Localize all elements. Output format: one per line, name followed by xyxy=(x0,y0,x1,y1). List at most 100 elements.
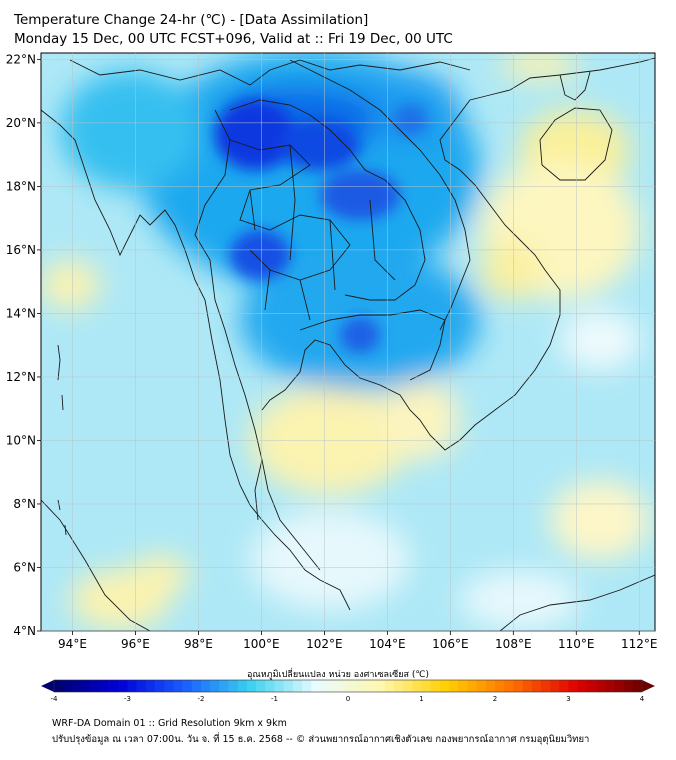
colorbar-segment xyxy=(449,680,459,692)
colorbar-segment xyxy=(90,680,101,692)
core-north-laos xyxy=(392,104,428,136)
colorbar-segment xyxy=(348,680,358,692)
border-thai-laos xyxy=(229,99,426,301)
nicobar-islands xyxy=(57,499,67,536)
border-china xyxy=(69,59,471,86)
colorbar-segment xyxy=(210,680,220,692)
footer-model-info: WRF-DA Domain 01 :: Grid Resolution 9km … xyxy=(52,718,287,729)
colorbar-segment xyxy=(586,680,597,692)
lat-label: 14°N xyxy=(6,306,36,320)
warm-area-sw2 xyxy=(130,555,190,595)
core-laos xyxy=(320,170,400,220)
colorbar-segment xyxy=(228,680,239,692)
lat-label: 10°N xyxy=(6,433,36,447)
colorbar-segment xyxy=(109,680,119,692)
colorbar-segment xyxy=(559,680,569,692)
border-laos-vietnam xyxy=(289,59,471,331)
lat-label: 12°N xyxy=(6,370,36,384)
lon-label: 110°E xyxy=(558,637,595,651)
colorbar-segment xyxy=(384,680,395,692)
colorbar-segment xyxy=(72,680,82,692)
lat-label: 4°N xyxy=(13,624,36,638)
colorbar-label: อุณหภูมิเปลี่ยนแปลง หน่วย องศาเซลเซียส (… xyxy=(246,670,430,680)
colorbar-segment xyxy=(302,680,312,692)
warm-area-se xyxy=(550,480,650,560)
colorbar-segment xyxy=(99,680,110,692)
colorbar-segment xyxy=(412,680,422,692)
coastline-gulf-thailand xyxy=(261,57,655,451)
coastlines-and-borders xyxy=(41,57,655,631)
colorbar-segment xyxy=(476,680,487,692)
lat-label: 16°N xyxy=(6,243,36,257)
colorbar-segment xyxy=(605,680,615,692)
footer-update-info: ปรับปรุงข้อมูล ณ เวลา 07:00น. วัน จ. ที่… xyxy=(52,734,590,745)
lat-label: 22°N xyxy=(6,52,36,66)
colorbar-tick-label: 1 xyxy=(419,695,423,703)
colorbar-segment xyxy=(63,680,73,692)
colorbar-tick-label: 2 xyxy=(493,695,497,703)
colorbar-segment xyxy=(550,680,560,692)
lon-label: 100°E xyxy=(243,637,280,651)
colorbar-segment xyxy=(485,680,496,692)
map-title: Temperature Change 24-hr (℃) - [Data Ass… xyxy=(14,12,369,28)
colorbar-segment xyxy=(265,680,275,692)
colorbar-segment xyxy=(182,680,193,692)
colorbar-segment xyxy=(164,680,174,692)
map-gridlines xyxy=(37,53,655,635)
core-cambodia xyxy=(340,317,380,353)
lon-label: 104°E xyxy=(369,637,406,651)
colorbar-segment xyxy=(375,680,386,692)
colorbar-tick-label: 0 xyxy=(346,695,350,703)
lat-label: 18°N xyxy=(6,179,36,193)
colorbar-segment xyxy=(292,680,303,692)
colorbar-segment xyxy=(632,680,643,692)
colorbar-segment xyxy=(311,680,321,692)
borneo-edge xyxy=(499,574,655,631)
colorbar-segment xyxy=(191,680,202,692)
lon-label: 94°E xyxy=(58,637,87,651)
colorbar-segment xyxy=(127,680,137,692)
province-lines-central xyxy=(249,144,396,321)
colorbar-segments xyxy=(54,680,643,692)
core-central-thailand xyxy=(230,230,290,280)
colorbar-segment xyxy=(467,680,477,692)
colorbar-tick-label: -3 xyxy=(124,695,131,703)
map-subtitle: Monday 15 Dec, 00 UTC FCST+096, Valid at… xyxy=(14,31,453,47)
warm-area-north xyxy=(500,53,580,80)
island-sumatra-tip xyxy=(41,499,151,631)
colorbar-segment xyxy=(531,680,542,692)
colorbar-segment xyxy=(54,680,64,692)
lon-label: 102°E xyxy=(306,637,343,651)
core-chiang-mai xyxy=(215,100,295,170)
colorbar-segment xyxy=(246,680,257,692)
lon-label: 106°E xyxy=(432,637,469,651)
colorbar-segment xyxy=(430,680,441,692)
colorbar-segment xyxy=(439,680,450,692)
colorbar-segment xyxy=(540,680,551,692)
border-thai-myanmar xyxy=(194,109,263,461)
colorbar-segment xyxy=(495,680,505,692)
colorbar-tick-label: -1 xyxy=(271,695,278,703)
colorbar-segment xyxy=(283,680,294,692)
colorbar-segment xyxy=(118,680,128,692)
colorbar-tick-label: -2 xyxy=(198,695,205,703)
lon-label: 112°E xyxy=(621,637,658,651)
peninsula-malaysia xyxy=(254,459,321,571)
colorbar-segment xyxy=(320,680,330,692)
colorbar-tick-label: 4 xyxy=(640,695,645,703)
colorbar-segment xyxy=(173,680,183,692)
colorbar-segment xyxy=(329,680,340,692)
colorbar-tick-label: -4 xyxy=(51,695,59,703)
colorbar-min-arrow xyxy=(41,680,54,692)
colorbar-segment xyxy=(338,680,349,692)
colorbar-segment xyxy=(458,680,468,692)
core-nan xyxy=(280,120,360,170)
colorbar-segment xyxy=(596,680,606,692)
mild-area-se xyxy=(460,570,580,630)
longitude-labels: 94°E 96°E 98°E 100°E 102°E 104°E 106°E 108°E 110… xyxy=(58,637,657,651)
mild-area-east xyxy=(560,310,640,370)
colorbar-frame xyxy=(53,679,643,693)
lon-label: 108°E xyxy=(495,637,532,651)
